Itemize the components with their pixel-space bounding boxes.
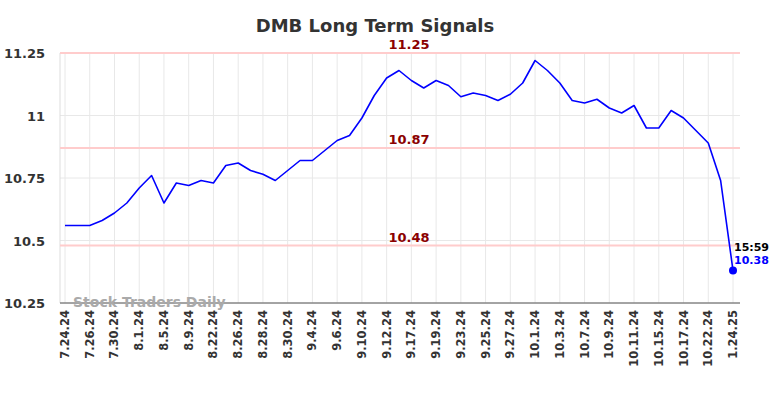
last-point — [729, 267, 737, 275]
x-tick-label: 8.5.24 — [157, 310, 171, 351]
y-axis — [60, 53, 61, 303]
price-line — [65, 61, 733, 271]
x-tick-label: 1.24.25 — [726, 310, 740, 359]
x-tick-label: 9.6.24 — [330, 310, 344, 351]
signal-label: 10.87 — [388, 132, 429, 147]
x-tick-label: 8.26.24 — [231, 310, 245, 359]
x-tick-label: 10.1.24 — [528, 310, 542, 359]
x-tick-label: 10.7.24 — [578, 310, 592, 359]
x-tick-label: 8.22.24 — [206, 310, 220, 359]
chart: DMB Long Term Signals 10.25 10.5 10.75 11 11.… — [0, 0, 784, 398]
signal-line — [60, 52, 740, 54]
x-tick-label: 10.3.24 — [553, 310, 567, 359]
y-tick-label: 10.75 — [4, 171, 45, 186]
x-tick-label: 8.28.24 — [256, 310, 270, 359]
x-tick-label: 10.22.24 — [701, 310, 715, 367]
grid-y — [60, 178, 740, 179]
watermark: Stock Traders Daily — [73, 294, 226, 310]
signal-line — [60, 245, 740, 247]
x-tick-label: 9.10.24 — [355, 310, 369, 359]
annotation-value: 10.38 — [734, 254, 769, 267]
x-tick-label: 7.30.24 — [107, 310, 121, 359]
x-tick-label: 9.19.24 — [429, 310, 443, 359]
x-tick-label: 9.17.24 — [404, 310, 418, 359]
x-tick-label: 10.11.24 — [627, 310, 641, 367]
x-tick-label: 7.24.24 — [58, 310, 72, 359]
x-tick-label: 9.23.24 — [454, 310, 468, 359]
x-tick-label: 7.26.24 — [83, 310, 97, 359]
plot-area — [65, 61, 737, 275]
signal-label: 11.25 — [388, 37, 429, 52]
signal-label: 10.48 — [388, 230, 429, 245]
x-tick-label: 10.15.24 — [652, 310, 666, 367]
x-tick-label: 10.17.24 — [677, 310, 691, 367]
x-tick-label: 9.27.24 — [503, 310, 517, 359]
x-tick-label: 8.1.24 — [132, 310, 146, 351]
annotation-time: 15:59 — [734, 241, 769, 254]
title: DMB Long Term Signals — [256, 15, 495, 36]
y-tick-label: 11 — [27, 109, 45, 124]
x-tick-label: 9.25.24 — [479, 310, 493, 359]
x-tick-label: 10.9.24 — [602, 310, 616, 359]
x-tick-label: 8.9.24 — [182, 310, 196, 351]
x-tick-label: 9.12.24 — [380, 310, 394, 359]
x-tick-label: 9.4.24 — [305, 310, 319, 351]
grid-y — [60, 115, 740, 116]
grid-y — [60, 53, 740, 54]
y-tick-label: 10.5 — [13, 234, 45, 249]
signal-line — [60, 147, 740, 149]
y-tick-label: 11.25 — [4, 46, 45, 61]
x-tick-label: 8.30.24 — [281, 310, 295, 359]
y-tick-label: 10.25 — [4, 296, 45, 311]
